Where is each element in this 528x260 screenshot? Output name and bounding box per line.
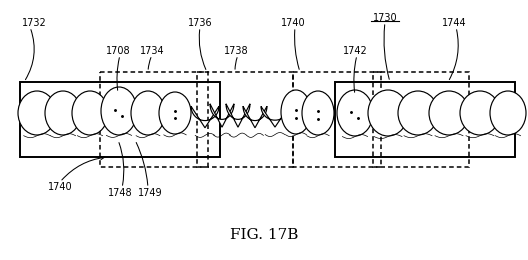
Ellipse shape	[131, 91, 165, 135]
Ellipse shape	[302, 91, 334, 135]
Ellipse shape	[101, 87, 137, 135]
Text: 1738: 1738	[224, 46, 248, 56]
Bar	[20, 82, 220, 157]
Ellipse shape	[490, 91, 526, 135]
PathPatch shape	[191, 106, 219, 128]
Bar	[100, 72, 208, 167]
Text: 1740: 1740	[48, 182, 73, 192]
Text: 1748: 1748	[108, 188, 133, 198]
Bar	[293, 72, 381, 167]
Text: 1749: 1749	[138, 188, 162, 198]
Ellipse shape	[368, 90, 408, 136]
PathPatch shape	[226, 104, 250, 127]
Text: 1742: 1742	[343, 46, 367, 56]
Ellipse shape	[429, 91, 469, 135]
Ellipse shape	[45, 91, 81, 135]
Ellipse shape	[281, 90, 311, 134]
Text: 1732: 1732	[22, 18, 47, 28]
Text: 1736: 1736	[187, 18, 212, 28]
Ellipse shape	[460, 91, 500, 135]
Ellipse shape	[398, 91, 438, 135]
Text: 1744: 1744	[442, 18, 466, 28]
Ellipse shape	[159, 92, 191, 134]
Bar	[335, 82, 515, 157]
Ellipse shape	[337, 90, 373, 136]
PathPatch shape	[261, 106, 289, 127]
Text: 1708: 1708	[106, 46, 130, 56]
PathPatch shape	[210, 104, 234, 127]
Ellipse shape	[72, 91, 108, 135]
Bar	[373, 72, 469, 167]
Ellipse shape	[18, 91, 56, 135]
Text: 1734: 1734	[140, 46, 164, 56]
PathPatch shape	[243, 106, 267, 128]
Text: 1730: 1730	[373, 13, 397, 23]
Text: FIG. 17B: FIG. 17B	[230, 228, 298, 242]
Text: 1740: 1740	[281, 18, 305, 28]
Bar	[197, 72, 293, 167]
